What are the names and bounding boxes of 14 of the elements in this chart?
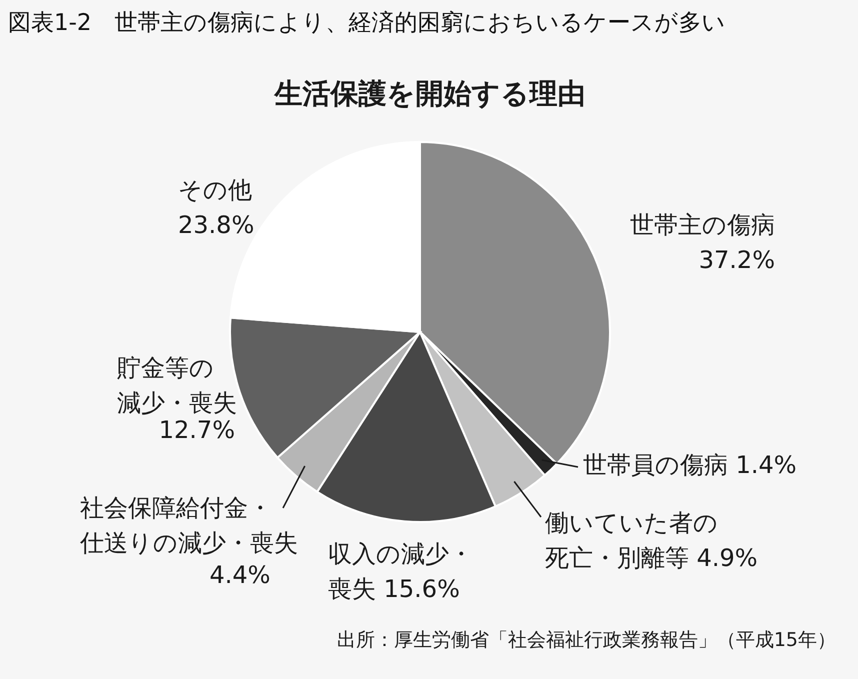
slice-label: 収入の減少・喪失 15.6% (328, 540, 473, 603)
data-label: 37.2% (698, 246, 775, 274)
slice-label: 世帯員の傷病 1.4% (583, 451, 797, 479)
slice-label: 働いていた者の死亡・別離等 4.9% (545, 509, 758, 572)
data-label: 4.4% (210, 561, 270, 589)
data-label: 12.7% (158, 416, 235, 444)
text: 出所：厚生労働省「社会福祉行政業務報告」（平成15年） (336, 629, 836, 651)
slice-label: その他 (178, 176, 252, 204)
chart-subtitle: 生活保護を開始する理由 (274, 77, 586, 110)
chart-title: 図表1-2 世帯主の傷病により、経済的困窮におちいるケースが多い (8, 10, 726, 36)
slice-label: 世帯主の傷病 (630, 211, 775, 239)
slice-label: 貯金等の減少・喪失 (117, 354, 237, 417)
data-label: 23.8% (178, 211, 254, 239)
slice-label: 社会保障給付金・仕送りの減少・喪失 (79, 494, 298, 557)
